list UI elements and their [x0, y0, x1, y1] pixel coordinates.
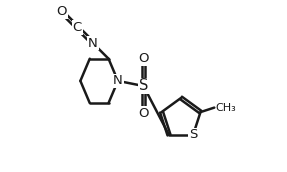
Text: CH₃: CH₃ [215, 103, 236, 113]
Text: S: S [189, 128, 197, 142]
Text: C: C [73, 21, 82, 34]
Text: O: O [138, 107, 149, 120]
Text: O: O [138, 52, 149, 65]
Text: O: O [56, 5, 67, 18]
Text: S: S [139, 78, 148, 94]
Text: N: N [113, 74, 123, 87]
Text: N: N [88, 36, 98, 50]
